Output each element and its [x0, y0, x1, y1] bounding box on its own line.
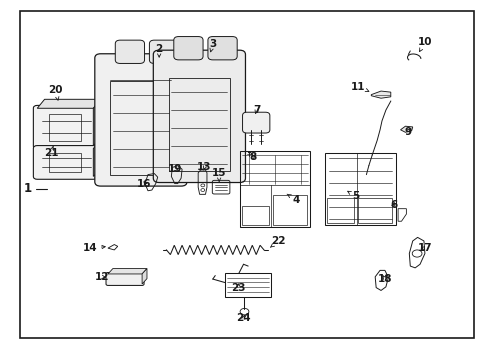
Polygon shape: [370, 91, 390, 98]
Bar: [224, 273, 271, 297]
FancyBboxPatch shape: [173, 37, 203, 60]
Text: 2: 2: [155, 44, 163, 54]
Text: 14: 14: [82, 243, 97, 253]
Text: 21: 21: [43, 148, 58, 158]
FancyBboxPatch shape: [153, 50, 245, 183]
FancyBboxPatch shape: [95, 54, 186, 186]
Bar: [325, 153, 395, 225]
Text: 3: 3: [209, 40, 216, 49]
Text: 23: 23: [231, 283, 245, 293]
Polygon shape: [142, 269, 147, 284]
Bar: [242, 206, 268, 225]
FancyBboxPatch shape: [33, 145, 97, 179]
Text: 20: 20: [48, 85, 63, 95]
Bar: [327, 198, 353, 223]
FancyBboxPatch shape: [115, 40, 144, 63]
Bar: [49, 153, 81, 172]
Text: 5: 5: [351, 191, 359, 201]
Polygon shape: [93, 99, 101, 146]
Text: 22: 22: [271, 236, 285, 246]
FancyBboxPatch shape: [207, 37, 237, 60]
Text: 12: 12: [95, 272, 109, 282]
Text: 16: 16: [136, 179, 150, 189]
Text: 15: 15: [211, 168, 226, 178]
Bar: [357, 198, 391, 223]
Text: 17: 17: [417, 243, 431, 253]
FancyBboxPatch shape: [242, 112, 269, 133]
Polygon shape: [93, 141, 101, 176]
Bar: [168, 78, 229, 171]
Text: 10: 10: [417, 37, 431, 47]
Bar: [239, 151, 310, 226]
FancyBboxPatch shape: [106, 273, 144, 285]
FancyBboxPatch shape: [33, 105, 97, 149]
Text: 9: 9: [404, 127, 410, 136]
Text: 6: 6: [389, 200, 397, 210]
Text: 4: 4: [292, 195, 299, 205]
Bar: [110, 81, 171, 175]
Polygon shape: [37, 99, 101, 108]
Bar: [49, 114, 81, 140]
Text: 13: 13: [197, 162, 211, 172]
Text: 24: 24: [236, 313, 250, 323]
Text: 8: 8: [249, 152, 256, 162]
Text: 11: 11: [350, 82, 365, 92]
Bar: [272, 195, 306, 225]
Text: 1: 1: [23, 183, 32, 195]
FancyBboxPatch shape: [149, 40, 178, 63]
Text: 18: 18: [377, 274, 391, 284]
Polygon shape: [108, 269, 147, 274]
Text: 19: 19: [168, 164, 182, 174]
Polygon shape: [400, 126, 412, 132]
Text: 7: 7: [252, 105, 260, 115]
